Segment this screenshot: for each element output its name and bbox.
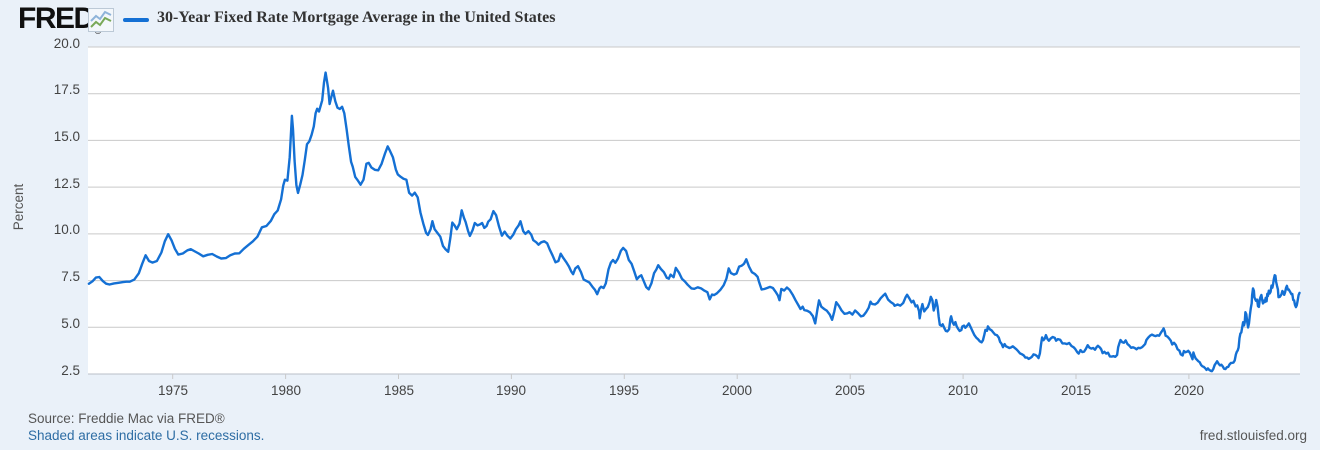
y-tick-label: 12.5 — [53, 176, 80, 191]
fred-logo-text: FRED — [18, 2, 95, 35]
y-tick-label: 2.5 — [61, 363, 80, 378]
x-tick-label: 2010 — [947, 383, 979, 398]
y-tick-label: 15.0 — [53, 129, 80, 144]
x-tick-label: 1995 — [608, 383, 640, 398]
y-tick-label: 20.0 — [53, 36, 80, 51]
x-tick-label: 1975 — [157, 383, 189, 398]
y-tick-label: 5.0 — [61, 316, 80, 331]
x-tick-label: 1990 — [495, 383, 527, 398]
fred-site-link[interactable]: fred.stlouisfed.org — [1199, 428, 1307, 443]
x-tick-label: 2005 — [834, 383, 866, 398]
x-tick-label: 2015 — [1060, 383, 1092, 398]
y-tick-label: 7.5 — [61, 269, 80, 284]
y-tick-label: 17.5 — [53, 82, 80, 97]
x-tick-label: 1985 — [383, 383, 415, 398]
x-tick-label: 1980 — [270, 383, 302, 398]
x-tick-label: 2000 — [721, 383, 753, 398]
series-legend-label[interactable]: 30-Year Fixed Rate Mortgage Average in t… — [157, 9, 556, 26]
recession-note-link[interactable]: Shaded areas indicate U.S. recessions. — [28, 428, 265, 443]
plot-svg[interactable] — [87, 46, 1301, 381]
source-text: Source: Freddie Mac via FRED® — [28, 411, 225, 426]
fred-sparkline-icon — [88, 8, 114, 32]
x-tick-label: 2020 — [1173, 383, 1205, 398]
y-tick-label: 10.0 — [53, 222, 80, 237]
legend-line-swatch — [123, 18, 149, 22]
